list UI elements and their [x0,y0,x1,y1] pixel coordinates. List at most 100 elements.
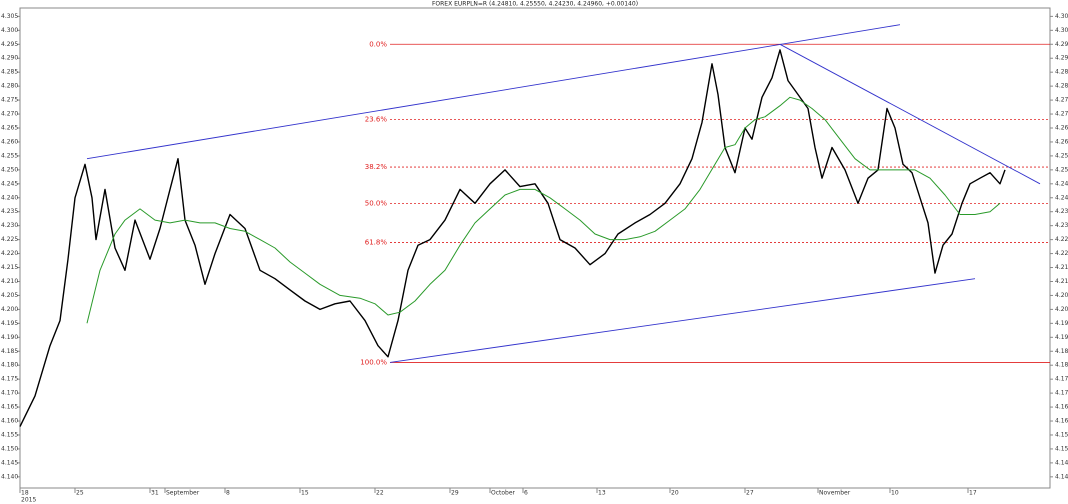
y-tick-label: 4.220 [1055,250,1068,257]
fib-label: 0.0% [369,40,387,48]
y-tick-label: 4.210 [1,278,18,285]
x-tick-label: 6 [524,490,528,497]
y-tick-label: 4.180 [1055,362,1068,369]
y-tick-label: 4.165 [1055,404,1068,411]
y-tick-label: 4.155 [1,431,18,438]
x-tick-label: 13 [598,490,606,497]
trendline [86,24,901,160]
y-tick-label: 4.215 [1055,264,1068,271]
y-tick-label: 4.185 [1055,348,1068,355]
chart-title: FOREX EURPLN=R (4.24810, 4.25550, 4.2423… [432,1,638,8]
y-tick-label: 4.295 [1055,41,1068,48]
y-tick-label: 4.185 [1,348,18,355]
y-tick-label: 4.225 [1,236,18,243]
fib-label: 50.0% [365,199,388,207]
x-tick-label: October [491,490,516,497]
y-tick-label: 4.160 [1,418,18,425]
y-tick-label: 4.190 [1055,334,1068,341]
y-tick-label: 4.240 [1055,194,1068,201]
x-tick-label: 20 [671,490,679,497]
y-tick-label: 4.255 [1,152,18,159]
x-tick-label: 27 [746,490,754,497]
trendline [389,278,976,363]
x-tick-label: 10 [891,490,899,497]
y-tick-label: 4.260 [1,138,18,145]
y-tick-label: 4.305 [1,13,18,20]
y-tick-label: 4.200 [1,306,18,313]
y-tick-label: 4.200 [1055,306,1068,313]
fib-label: 23.6% [365,116,388,124]
y-tick-label: 4.215 [1,264,18,271]
y-tick-label: 4.195 [1,320,18,327]
y-tick-label: 4.230 [1,222,18,229]
plot-frame [19,7,1051,489]
y-tick-label: 4.300 [1055,27,1068,34]
y-tick-label: 4.175 [1,376,18,383]
y-tick-label: 4.180 [1,362,18,369]
x-tick-label: 8 [226,490,230,497]
y-tick-label: 4.205 [1055,292,1068,299]
x-tick-label: 31 [151,490,159,497]
y-tick-label: 4.240 [1,194,18,201]
y-tick-label: 4.195 [1055,320,1068,327]
fib-label: 100.0% [360,358,387,366]
y-tick-label: 4.275 [1,97,18,104]
y-tick-label: 4.290 [1055,55,1068,62]
y-tick-label: 4.170 [1055,390,1068,397]
y-tick-label: 4.165 [1,404,18,411]
x-tick-label: 18 [21,490,29,497]
y-tick-label: 4.290 [1,55,18,62]
x-tick-label: 25 [76,490,84,497]
y-tick-label: 4.245 [1,180,18,187]
y-tick-label: 4.265 [1,125,18,132]
y-tick-label: 4.255 [1055,152,1068,159]
x-tick-label: 17 [969,490,977,497]
y-tick-label: 4.305 [1055,13,1068,20]
y-tick-label: 4.210 [1055,278,1068,285]
y-tick-label: 4.250 [1,166,18,173]
y-tick-label: 4.250 [1055,166,1068,173]
y-tick-label: 4.295 [1,41,18,48]
y-tick-label: 4.145 [1,459,18,466]
y-tick-label: 4.270 [1055,111,1068,118]
y-tick-label: 4.225 [1055,236,1068,243]
y-tick-label: 4.245 [1055,180,1068,187]
y-tick-label: 4.260 [1055,138,1068,145]
x-tick-label: 29 [451,490,459,497]
y-tick-label: 4.170 [1,390,18,397]
fib-label: 61.8% [365,238,388,246]
x-tick-label: November [819,490,851,497]
y-tick-label: 4.285 [1055,69,1068,76]
y-tick-label: 4.150 [1055,445,1068,452]
y-tick-label: 4.280 [1055,83,1068,90]
y-tick-label: 4.145 [1055,459,1068,466]
series-line [19,49,1006,427]
y-tick-label: 4.285 [1,69,18,76]
y-tick-label: 4.235 [1055,208,1068,215]
y-tick-label: 4.220 [1,250,18,257]
y-tick-label: 4.235 [1,208,18,215]
trendline [779,43,1041,185]
y-tick-label: 4.230 [1055,222,1068,229]
x-tick-label: September [166,490,200,497]
y-tick-label: 4.175 [1055,376,1068,383]
y-tick-label: 4.205 [1,292,18,299]
fib-label: 38.2% [365,163,388,171]
y-tick-label: 4.150 [1,445,18,452]
y-tick-label: 4.140 [1,473,18,480]
y-tick-label: 4.265 [1055,125,1068,132]
y-tick-label: 4.190 [1,334,18,341]
y-tick-label: 4.160 [1055,418,1068,425]
y-tick-label: 4.140 [1055,473,1068,480]
y-tick-label: 4.270 [1,111,18,118]
x-year-label: 2015 [21,497,36,504]
x-tick-label: 22 [376,490,384,497]
y-tick-label: 4.275 [1055,97,1068,104]
x-tick-label: 15 [301,490,309,497]
y-tick-label: 4.280 [1,83,18,90]
y-tick-label: 4.300 [1,27,18,34]
y-tick-label: 4.155 [1055,431,1068,438]
series-line [86,96,1001,324]
